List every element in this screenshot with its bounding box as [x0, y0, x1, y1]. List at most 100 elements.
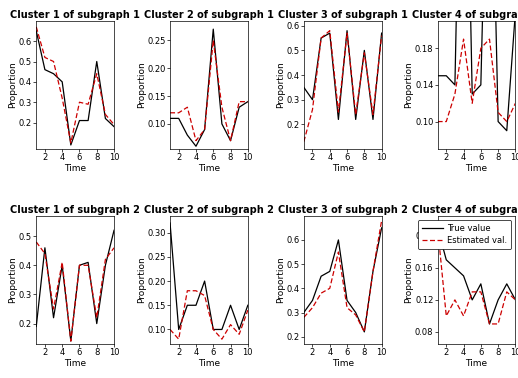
Title: Cluster 3 of subgraph 2: Cluster 3 of subgraph 2 [278, 205, 408, 215]
Estimated val. [236, 332, 242, 336]
Estimated val. [167, 110, 173, 115]
True value [76, 263, 82, 268]
True value [219, 122, 225, 126]
Estimated val. [227, 138, 234, 143]
Estimated val. [486, 322, 493, 326]
Line: True value: True value [170, 29, 248, 146]
Y-axis label: Proportion: Proportion [405, 62, 413, 108]
True value [176, 327, 182, 332]
True value [102, 116, 108, 121]
Estimated val. [318, 291, 324, 296]
Line: Estimated val.: Estimated val. [170, 40, 248, 141]
True value [193, 303, 199, 308]
True value [452, 266, 458, 270]
Estimated val. [193, 138, 199, 143]
Estimated val. [176, 337, 182, 341]
Estimated val. [379, 218, 385, 223]
Estimated val. [478, 46, 484, 51]
True value [184, 133, 191, 137]
True value [318, 274, 324, 279]
True value [370, 269, 376, 274]
True value [353, 117, 359, 122]
Estimated val. [443, 314, 450, 318]
Line: Estimated val.: Estimated val. [438, 39, 515, 122]
True value [94, 321, 100, 326]
True value [301, 85, 307, 90]
True value [111, 228, 117, 232]
Estimated val. [335, 250, 341, 254]
Estimated val. [176, 110, 182, 115]
X-axis label: Time: Time [466, 164, 487, 173]
True value [443, 257, 450, 262]
True value [344, 28, 350, 33]
Estimated val. [469, 290, 476, 294]
True value [94, 59, 100, 64]
Estimated val. [512, 297, 518, 302]
True value [435, 226, 441, 230]
Estimated val. [361, 51, 367, 55]
Line: Estimated val.: Estimated val. [438, 228, 515, 324]
True value [59, 263, 65, 268]
Estimated val. [301, 315, 307, 320]
Estimated val. [512, 101, 518, 105]
Estimated val. [59, 260, 65, 265]
Estimated val. [219, 337, 225, 341]
Estimated val. [301, 139, 307, 144]
True value [512, 9, 518, 14]
Estimated val. [495, 110, 501, 115]
Estimated val. [435, 226, 441, 230]
Title: Cluster 2 of subgraph 1: Cluster 2 of subgraph 1 [144, 10, 274, 20]
Line: True value: True value [170, 223, 248, 330]
True value [236, 327, 242, 332]
Estimated val. [50, 59, 56, 64]
Estimated val. [111, 246, 117, 250]
Y-axis label: Proportion: Proportion [405, 257, 413, 303]
True value [102, 263, 108, 268]
True value [301, 310, 307, 315]
Estimated val. [244, 308, 251, 312]
Estimated val. [227, 322, 234, 327]
Estimated val. [167, 327, 173, 332]
Line: Estimated val.: Estimated val. [304, 31, 382, 142]
X-axis label: Time: Time [198, 164, 220, 173]
Estimated val. [85, 102, 91, 107]
True value [193, 144, 199, 149]
True value [370, 117, 376, 122]
Legend: True value, Estimated val.: True value, Estimated val. [418, 220, 511, 249]
True value [68, 143, 74, 147]
Estimated val. [452, 297, 458, 302]
Estimated val. [102, 112, 108, 117]
True value [50, 316, 56, 320]
Line: True value: True value [438, 0, 515, 131]
Estimated val. [85, 263, 91, 268]
Title: Cluster 3 of subgraph 1: Cluster 3 of subgraph 1 [278, 10, 408, 20]
Estimated val. [50, 307, 56, 311]
Estimated val. [503, 119, 510, 124]
True value [33, 324, 39, 329]
True value [503, 129, 510, 133]
Estimated val. [202, 127, 208, 132]
True value [227, 138, 234, 143]
Title: Cluster 4 of subgraph 1: Cluster 4 of subgraph 1 [412, 10, 518, 20]
Estimated val. [370, 112, 376, 117]
Title: Cluster 1 of subgraph 2: Cluster 1 of subgraph 2 [10, 205, 140, 215]
Estimated val. [210, 38, 217, 43]
True value [335, 238, 341, 242]
Title: Cluster 2 of subgraph 2: Cluster 2 of subgraph 2 [144, 205, 274, 215]
True value [309, 98, 315, 102]
Title: Cluster 4 of subgraph 2: Cluster 4 of subgraph 2 [412, 205, 518, 215]
True value [361, 330, 367, 334]
True value [495, 297, 501, 302]
Estimated val. [42, 55, 48, 60]
True value [318, 36, 324, 40]
True value [478, 282, 484, 286]
Line: Estimated val.: Estimated val. [304, 221, 382, 332]
Estimated val. [353, 313, 359, 317]
Y-axis label: Proportion: Proportion [276, 257, 285, 303]
Estimated val. [443, 119, 450, 124]
Estimated val. [76, 100, 82, 104]
Estimated val. [59, 96, 65, 101]
Estimated val. [202, 293, 208, 298]
True value [443, 73, 450, 78]
Line: True value: True value [304, 228, 382, 332]
